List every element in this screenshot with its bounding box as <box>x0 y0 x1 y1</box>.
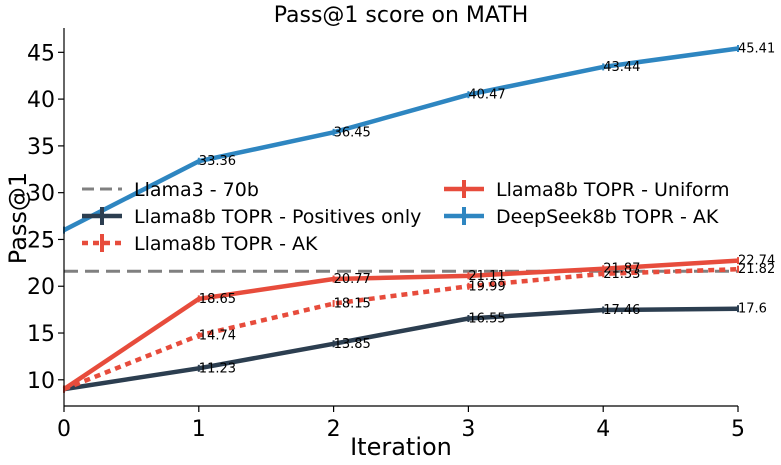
legend-label-4: DeepSeek8b TOPR - AK <box>496 206 719 228</box>
series-2-data-label-1: 18.65 <box>199 292 236 307</box>
series-1-data-label-1: 14.74 <box>199 328 236 343</box>
series-line-1 <box>63 266 739 392</box>
series-3-data-label-2: 36.45 <box>334 125 371 140</box>
series-3-data-label-5: 45.41 <box>738 41 775 56</box>
series-2-data-label-3: 21.11 <box>468 269 505 284</box>
series-line-0 <box>63 306 739 392</box>
series-2-data-label-2: 20.77 <box>334 272 371 287</box>
series-line-3 <box>62 46 739 233</box>
chart-title: Pass@1 score on MATH <box>274 3 528 28</box>
series-1-data-label-3: 19.99 <box>468 279 505 294</box>
y-tick-label-0: 10 <box>27 369 55 394</box>
y-tick-label-5: 35 <box>27 135 55 160</box>
series-3-data-label-3: 40.47 <box>468 88 505 103</box>
x-tick-label-4: 4 <box>596 417 610 442</box>
y-tick-label-2: 20 <box>27 275 55 300</box>
series-0-data-label-4: 17.46 <box>603 303 640 318</box>
series-1-data-label-4: 21.33 <box>603 267 640 282</box>
series-1-data-label-5: 21.82 <box>738 262 775 277</box>
series-3-data-label-1: 33.36 <box>199 154 236 169</box>
x-tick-label-0: 0 <box>57 417 71 442</box>
x-tick-label-3: 3 <box>461 417 475 442</box>
legend-label-3: Llama8b TOPR - Uniform <box>496 179 730 201</box>
legend-label-1: Llama8b TOPR - Positives only <box>134 206 421 228</box>
y-tick-label-1: 15 <box>27 322 55 347</box>
x-axis-label: Iteration <box>350 433 452 461</box>
series-0-data-label-5: 17.6 <box>738 302 767 317</box>
series-0-data-label-1: 11.23 <box>199 361 236 376</box>
series-line-2 <box>62 258 739 392</box>
y-tick-label-7: 45 <box>27 41 55 66</box>
series-0-data-label-2: 13.85 <box>334 337 371 352</box>
y-tick-label-3: 25 <box>27 228 55 253</box>
series-3-data-label-4: 43.44 <box>603 60 640 75</box>
x-tick-label-2: 2 <box>327 417 341 442</box>
y-tick-label-4: 30 <box>27 182 55 207</box>
series-1-data-label-2: 18.15 <box>334 297 371 312</box>
series-2-data-label-5: 22.74 <box>738 254 775 269</box>
legend-label-0: Llama3 - 70b <box>134 179 259 201</box>
legend-label-2: Llama8b TOPR - AK <box>134 233 318 255</box>
x-tick-label-5: 5 <box>731 417 745 442</box>
x-tick-label-1: 1 <box>192 417 206 442</box>
series-0-data-label-3: 16.55 <box>468 312 505 327</box>
legend: Llama3 - 70b Llama8b TOPR - Positives onl… <box>82 179 730 255</box>
y-tick-label-6: 40 <box>27 88 55 113</box>
series-2-data-label-4: 21.87 <box>603 262 640 277</box>
y-axis-label: Pass@1 <box>4 172 32 264</box>
